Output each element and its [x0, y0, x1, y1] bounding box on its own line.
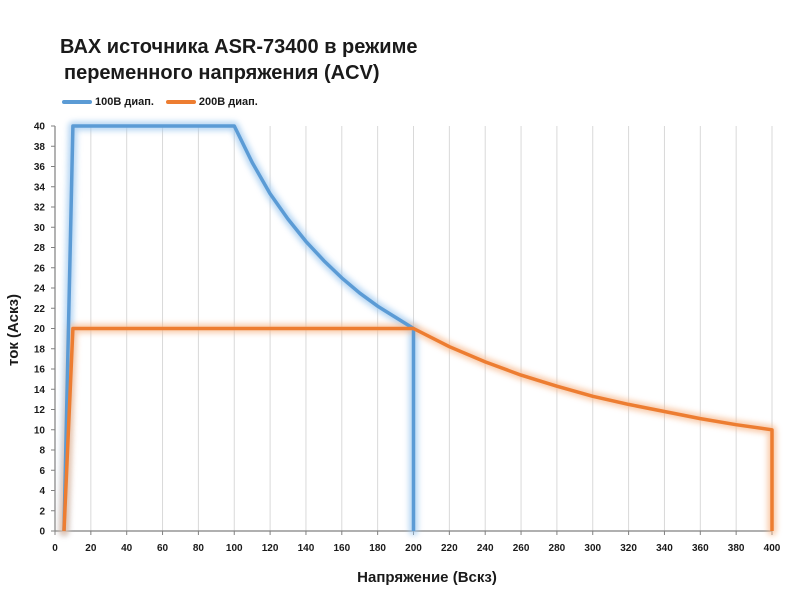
chart-title: ВАХ источника ASR-73400 в режиме перемен…	[60, 34, 418, 86]
legend-item-100v: 100В диап.	[62, 96, 154, 108]
x-tick-label: 20	[85, 543, 97, 554]
chart-legend: 100В диап. 200В диап.	[62, 96, 258, 108]
legend-label-100v: 100В диап.	[95, 96, 154, 108]
legend-item-200v: 200В диап.	[165, 96, 258, 108]
y-tick-label: 0	[39, 527, 45, 538]
x-tick-label: 100	[226, 543, 243, 554]
x-tick-label: 300	[584, 543, 601, 554]
x-tick-label: 320	[620, 543, 637, 554]
y-tick-label: 6	[39, 466, 45, 477]
y-tick-label: 10	[34, 425, 46, 436]
y-tick-label: 32	[34, 203, 46, 214]
y-tick-label: 14	[34, 385, 46, 396]
x-tick-label: 140	[298, 543, 315, 554]
y-tick-label: 24	[34, 284, 46, 295]
y-tick-label: 30	[34, 223, 46, 234]
y-tick-label: 28	[34, 243, 46, 254]
y-tick-label: 34	[34, 182, 46, 193]
x-tick-label: 280	[549, 543, 566, 554]
y-tick-label: 38	[34, 142, 46, 153]
series-line-1	[62, 326, 774, 532]
y-tick-label: 12	[34, 405, 46, 416]
y-tick-label: 22	[34, 304, 46, 315]
y-tick-label: 16	[34, 365, 46, 376]
y-tick-label: 36	[34, 162, 46, 173]
y-tick-label: 4	[39, 486, 45, 497]
legend-label-200v: 200В диап.	[198, 96, 258, 108]
y-axis-label: ток (Аскз)	[5, 294, 22, 366]
x-tick-label: 340	[656, 543, 673, 554]
y-tick-label: 26	[34, 263, 46, 274]
legend-swatch-100v	[62, 100, 92, 104]
x-tick-label: 120	[262, 543, 279, 554]
chart-title-line-1: ВАХ источника ASR-73400 в режиме	[60, 36, 418, 58]
x-tick-label: 240	[477, 543, 494, 554]
x-tick-label: 180	[369, 543, 386, 554]
series-line-0	[62, 124, 416, 532]
x-tick-label: 200	[405, 543, 422, 554]
y-tick-label: 18	[34, 344, 46, 355]
y-tick-label: 8	[39, 446, 45, 457]
x-tick-label: 60	[157, 543, 169, 554]
x-axis-label: Напряжение (Вскз)	[357, 569, 497, 586]
legend-swatch-200v	[165, 100, 196, 104]
x-tick-label: 160	[333, 543, 350, 554]
y-tick-label: 2	[39, 506, 45, 517]
y-tick-label: 40	[34, 122, 46, 133]
x-tick-label: 0	[52, 543, 58, 554]
x-tick-label: 40	[121, 543, 133, 554]
chart-series	[59, 121, 777, 536]
x-tick-label: 360	[692, 543, 709, 554]
x-tick-label: 220	[441, 543, 458, 554]
x-tick-label: 400	[764, 543, 781, 554]
x-tick-label: 380	[728, 543, 745, 554]
y-tick-label: 20	[34, 324, 46, 335]
x-tick-label: 260	[513, 543, 530, 554]
x-tick-label: 80	[193, 543, 205, 554]
chart-title-line-2: переменного напряжения (ACV)	[64, 62, 380, 84]
